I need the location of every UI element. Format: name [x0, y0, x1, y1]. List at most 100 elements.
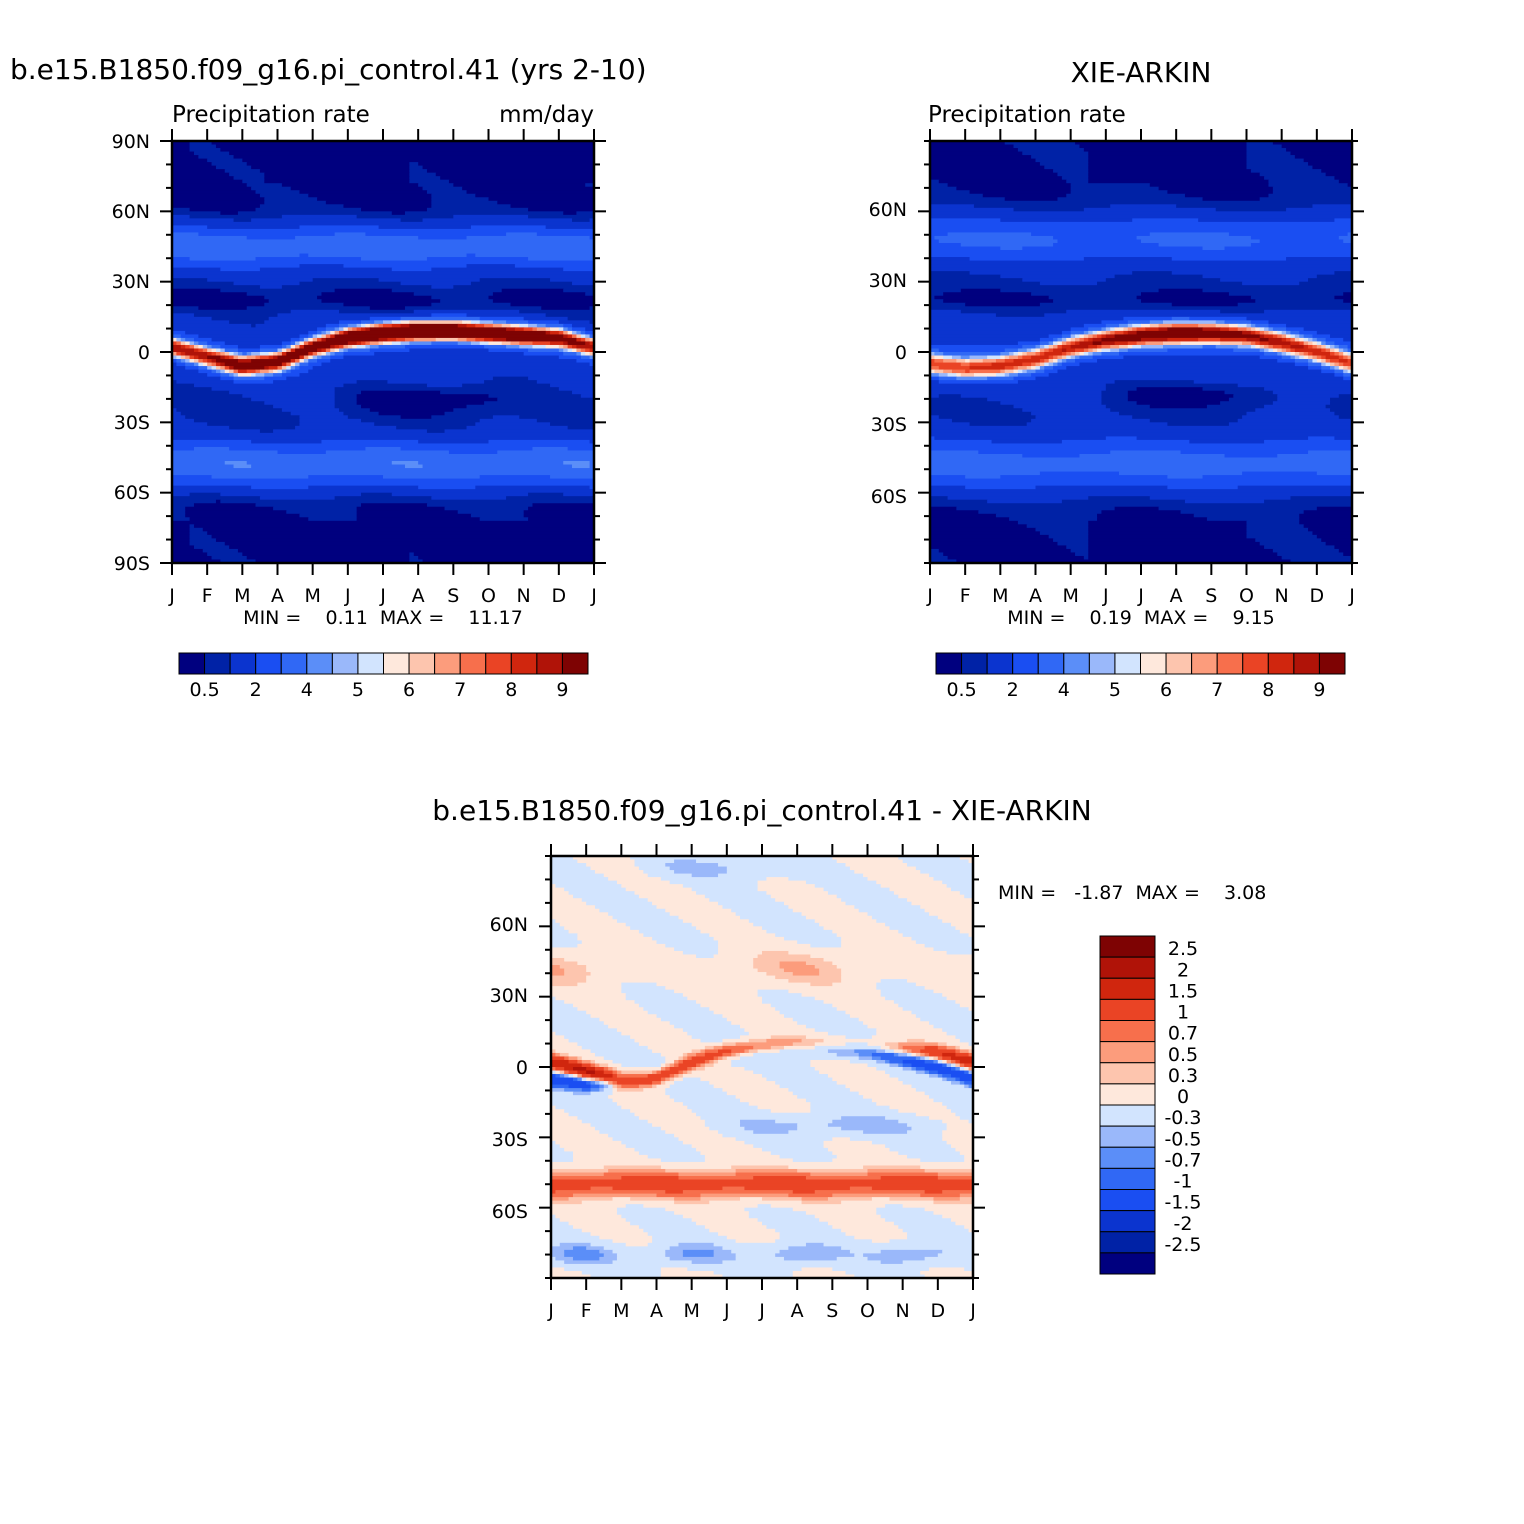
contour-cell	[343, 204, 432, 209]
month-label: J	[1102, 585, 1109, 607]
contour-cell	[356, 506, 446, 511]
contour-cell	[930, 327, 1072, 332]
contour-cell	[273, 506, 358, 511]
contour-cell	[696, 1000, 763, 1005]
contour-cell	[700, 1063, 706, 1068]
contour-cell	[409, 179, 450, 184]
contour-cell	[215, 366, 221, 371]
contour-cell	[1044, 165, 1089, 170]
contour-cell	[551, 1263, 973, 1269]
contour-cell	[1228, 292, 1344, 297]
contour-cell	[431, 197, 490, 202]
contour-cell	[172, 453, 594, 459]
contour-cell	[1119, 411, 1248, 416]
contour-cell	[510, 323, 520, 328]
contour-cell	[1149, 496, 1292, 501]
contour-cell	[426, 257, 529, 262]
colorbar-swatch	[561, 652, 589, 675]
contour-cell	[356, 397, 498, 402]
month-label: S	[447, 585, 459, 607]
contour-cell	[930, 359, 935, 364]
diff-colorbar: 2.521.510.70.50.30-0.3-0.5-0.7-1-1.5-2-2…	[1099, 935, 1202, 1275]
contour-cell	[172, 380, 177, 385]
contour-cell	[431, 496, 507, 501]
contour-cell	[193, 418, 301, 423]
contour-cell	[1171, 271, 1336, 276]
contour-cell	[674, 1133, 724, 1138]
contour-cell	[647, 898, 710, 903]
contour-cell	[827, 1074, 891, 1079]
contour-cell	[1088, 172, 1261, 177]
contour-cell	[273, 369, 279, 374]
contour-cell	[528, 517, 594, 522]
contour-cell	[665, 863, 719, 868]
contour-cell	[902, 1049, 908, 1054]
contour-cell	[902, 1007, 970, 1012]
contour-cell	[295, 425, 397, 430]
contour-cell	[740, 1024, 807, 1029]
colorbar-swatch	[383, 652, 410, 675]
contour-cell	[674, 989, 759, 994]
colorbar-label: 4	[301, 679, 313, 701]
contour-cell	[1343, 373, 1352, 378]
contour-cell	[207, 422, 301, 427]
contour-cell	[930, 148, 1019, 153]
contour-cell	[172, 559, 221, 563]
contour-cell	[669, 1067, 688, 1072]
contour-cell	[551, 1183, 973, 1188]
diff-stats: MIN = -1.87 MAX = 3.08	[998, 882, 1266, 904]
contour-cell	[572, 1256, 600, 1262]
contour-cell	[1290, 344, 1305, 350]
contour-cell	[1013, 404, 1107, 409]
contour-cell	[409, 323, 459, 328]
contour-cell	[1237, 344, 1252, 350]
contour-cell	[1246, 337, 1261, 343]
contour-cell	[1110, 450, 1182, 455]
contour-cell	[841, 936, 913, 941]
contour-cell	[519, 309, 594, 314]
contour-cell	[1299, 334, 1305, 339]
contour-cell	[172, 190, 257, 195]
contour-cell	[854, 1049, 877, 1054]
contour-cell	[1338, 359, 1349, 364]
contour-cell	[1334, 352, 1340, 357]
contour-cell	[674, 859, 697, 864]
contour-cell	[378, 337, 388, 343]
contour-cell	[259, 169, 410, 174]
contour-cell	[845, 1035, 873, 1040]
contour-cell	[172, 510, 186, 515]
contour-cell	[713, 1084, 781, 1089]
obs-lat-label: 60S	[871, 486, 907, 508]
contour-cell	[709, 1081, 776, 1086]
contour-cell	[426, 169, 594, 174]
contour-cell	[871, 1239, 891, 1244]
contour-cell	[612, 1074, 618, 1079]
contour-cell	[982, 359, 997, 364]
contour-cell	[551, 884, 556, 889]
contour-cell	[299, 359, 305, 364]
contour-cell	[308, 475, 384, 480]
contour-cell	[955, 1067, 961, 1072]
contour-cell	[656, 905, 724, 910]
contour-cell	[762, 1074, 829, 1079]
contour-cell	[339, 327, 345, 332]
contour-cell	[172, 471, 594, 476]
colorbar-label: 4	[1058, 679, 1070, 701]
contour-cell	[551, 1221, 570, 1226]
contour-cell	[1079, 453, 1226, 459]
contour-cell	[564, 926, 631, 931]
contour-cell	[924, 1052, 930, 1058]
contour-cell	[1035, 362, 1041, 367]
contour-cell	[770, 1151, 833, 1156]
contour-cell	[172, 151, 195, 156]
contour-cell	[1083, 207, 1217, 212]
contour-cell	[849, 1249, 882, 1254]
contour-cell	[479, 341, 490, 346]
contour-cell	[589, 337, 594, 343]
contour-cell	[1338, 362, 1344, 367]
contour-cell	[1017, 348, 1028, 353]
contour-cell	[643, 1088, 666, 1093]
contour-cell	[718, 1056, 724, 1061]
contour-cell	[1281, 330, 1287, 336]
